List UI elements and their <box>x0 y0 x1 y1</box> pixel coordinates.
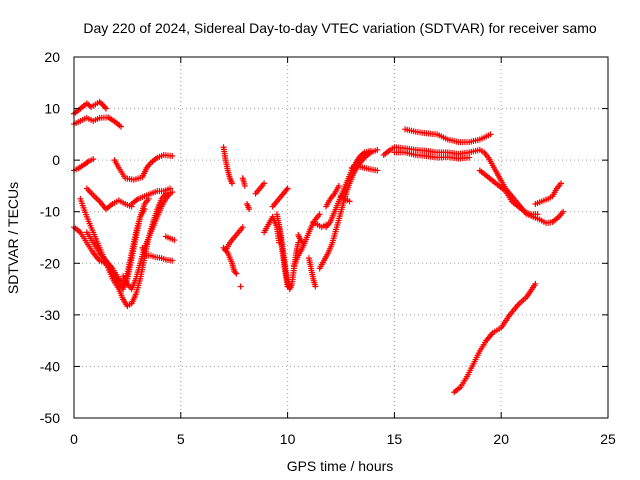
tick-labels: 0 5 10 15 20 25 -50 -40 -30 -20 -10 0 10 20 <box>40 49 616 447</box>
data-point <box>374 167 381 174</box>
data-series <box>139 244 176 264</box>
data-point <box>560 208 567 215</box>
axis-ticks <box>73 56 609 419</box>
data-series <box>111 151 176 183</box>
data-series <box>338 193 353 205</box>
data-point <box>246 206 253 213</box>
data-point <box>261 180 268 187</box>
data-series <box>269 185 291 210</box>
data-series <box>252 180 268 197</box>
data-point <box>466 154 473 161</box>
data-point <box>229 180 236 187</box>
data-point <box>239 224 246 231</box>
data-point <box>237 283 244 290</box>
data-series <box>128 185 174 207</box>
data-point <box>232 269 239 276</box>
data-point <box>335 182 342 189</box>
data-series <box>476 167 541 218</box>
x-tick-label: 0 <box>70 431 78 447</box>
data-point <box>103 105 110 112</box>
data-point <box>487 131 494 138</box>
plot-frame <box>73 56 609 419</box>
data-series <box>532 180 565 207</box>
data-point <box>169 257 176 264</box>
data-series <box>402 126 494 146</box>
y-tick-label: 10 <box>44 101 60 117</box>
data-point <box>534 211 541 218</box>
y-tick-label: -40 <box>40 358 60 374</box>
data-point <box>316 211 323 218</box>
y-tick-label: -10 <box>40 204 60 220</box>
data-series <box>120 190 174 293</box>
data-point <box>312 283 319 290</box>
chart-title: Day 220 of 2024, Sidereal Day-to-day VTE… <box>83 20 596 36</box>
data-point <box>284 283 291 290</box>
data-point <box>558 180 565 187</box>
data-series <box>348 163 381 174</box>
y-tick-label: -30 <box>40 307 60 323</box>
x-tick-label: 15 <box>387 431 403 447</box>
data-points <box>71 98 567 396</box>
data-series <box>162 233 178 244</box>
data-point <box>145 195 152 202</box>
data-point <box>299 239 306 246</box>
plot-frame-fill <box>74 57 608 418</box>
y-tick-label: 0 <box>52 152 60 168</box>
data-series <box>222 224 246 254</box>
data-series <box>71 98 110 117</box>
data-series <box>220 144 236 187</box>
data-point <box>284 185 291 192</box>
data-point <box>117 123 124 130</box>
data-point <box>283 186 290 193</box>
data-point <box>374 146 381 153</box>
y-tick-label: -50 <box>40 410 60 426</box>
data-point <box>346 198 353 205</box>
x-axis-label: GPS time / hours <box>287 458 394 474</box>
data-series <box>323 182 342 210</box>
data-point <box>167 190 174 197</box>
y-tick-label: -20 <box>40 255 60 271</box>
data-point <box>241 182 248 189</box>
data-point <box>367 147 374 154</box>
y-axis-label: SDTVAR / TECUs <box>5 182 21 294</box>
data-point <box>90 156 97 163</box>
y-tick-label: 20 <box>44 49 60 65</box>
data-series <box>391 149 473 162</box>
x-tick-label: 10 <box>280 431 296 447</box>
data-series <box>244 200 253 213</box>
data-series <box>323 147 374 231</box>
x-tick-label: 25 <box>600 431 616 447</box>
grid-lines <box>74 57 608 418</box>
data-series <box>83 206 148 287</box>
data-series <box>305 255 319 290</box>
data-series <box>295 231 306 246</box>
data-series <box>291 211 323 269</box>
data-point <box>298 238 305 245</box>
data-point <box>532 280 539 287</box>
x-tick-label: 20 <box>493 431 509 447</box>
data-point <box>141 206 148 213</box>
data-series <box>239 175 248 189</box>
data-series <box>451 280 539 396</box>
data-point <box>169 153 176 160</box>
data-series <box>237 283 244 290</box>
data-point <box>171 237 178 244</box>
data-point <box>101 104 108 111</box>
data-point <box>233 270 240 277</box>
data-series <box>71 156 97 174</box>
x-tick-label: 5 <box>177 431 185 447</box>
data-series <box>276 224 291 290</box>
